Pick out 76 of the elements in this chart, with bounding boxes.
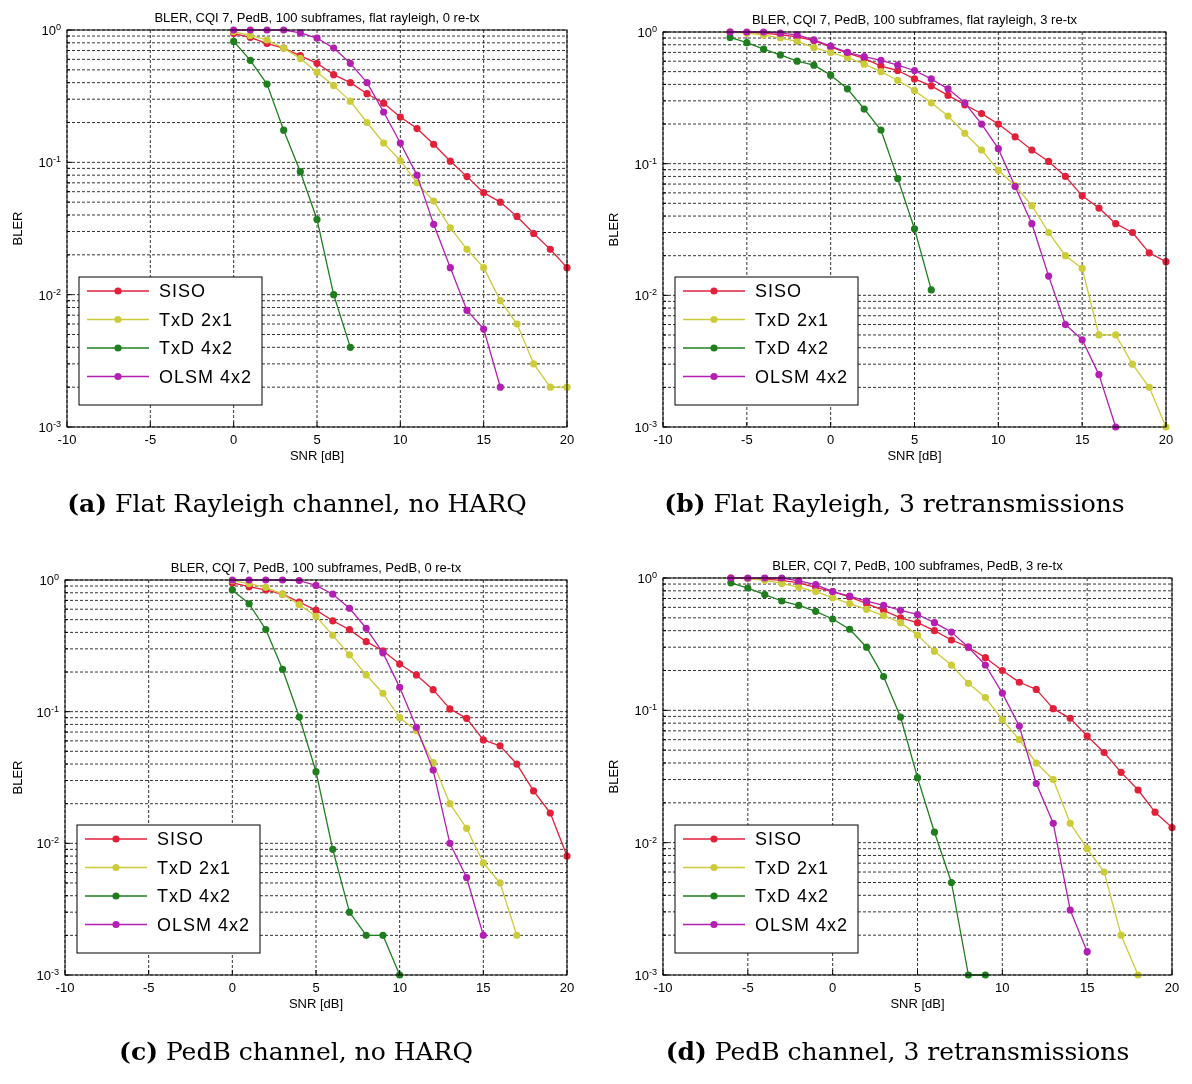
y-axis-title: BLER <box>10 760 25 795</box>
x-tick-label: -5 <box>742 980 754 995</box>
legend-label: TxD 4x2 <box>755 886 830 906</box>
x-axis-title: SNR [dB] <box>890 996 945 1011</box>
legend-label: OLSM 4x2 <box>755 366 849 387</box>
chart-title: BLER, CQI 7, PedB, 100 subframes, flat rayleigh, 3 re-tx <box>751 12 1078 27</box>
chart-title: BLER, CQI 7, PedB, 100 subframes, PedB, 0 re-tx <box>170 560 462 575</box>
x-tick-label: 0 <box>228 980 236 995</box>
y-tick-label: 10$^{-2}$ <box>634 834 657 851</box>
y-axis-title: BLER <box>606 759 621 794</box>
legend-label: OLSM 4x2 <box>159 366 253 387</box>
x-axis-title: SNR [dB] <box>288 996 344 1011</box>
x-axis-title: SNR [dB] <box>289 448 345 463</box>
y-tick-label: 10$^{-1}$ <box>634 155 657 172</box>
y-tick-label: 10$^{0}$ <box>41 22 61 38</box>
legend-label: TxD 2x1 <box>755 309 830 330</box>
x-tick-label: 15 <box>476 432 491 447</box>
x-tick-label: 5 <box>910 432 919 447</box>
x-tick-label: 5 <box>913 980 922 995</box>
chart-title: BLER, CQI 7, PedB, 100 subframes, flat rayleigh, 0 re-tx <box>154 10 481 25</box>
y-axis-title: BLER <box>10 211 25 246</box>
chart-title: BLER, CQI 7, PedB, 100 subframes, PedB, 3 re-tx <box>772 558 1064 573</box>
x-tick-label: -10 <box>653 432 673 447</box>
y-tick-label: 10$^{-2}$ <box>634 287 657 304</box>
legend-label: OLSM 4x2 <box>755 914 849 935</box>
x-tick-label: 15 <box>1074 432 1090 447</box>
x-tick-label: 0 <box>827 432 835 447</box>
x-tick-label: 20 <box>1158 432 1174 447</box>
y-tick-label: 10$^{0}$ <box>637 24 657 40</box>
x-tick-label: -5 <box>142 980 155 995</box>
x-tick-label: 5 <box>313 432 321 447</box>
y-tick-label: 10$^{-1}$ <box>634 702 657 719</box>
y-tick-label: 10$^{0}$ <box>637 570 657 586</box>
legend-label: TxD 2x1 <box>755 857 830 878</box>
y-tick-label: 10$^{-3}$ <box>38 419 61 435</box>
y-tick-label: 10$^{0}$ <box>39 572 59 588</box>
x-tick-label: 15 <box>476 980 491 995</box>
legend-label: OLSM 4x2 <box>157 914 251 935</box>
y-tick-label: 10$^{-2}$ <box>36 835 59 852</box>
y-tick-label: 10$^{-3}$ <box>36 967 59 983</box>
legend-label: SISO <box>159 281 207 301</box>
x-tick-label: -5 <box>144 432 157 447</box>
x-tick-label: 10 <box>393 432 408 447</box>
x-tick-label: 10 <box>392 980 407 995</box>
x-tick-label: -10 <box>653 980 673 995</box>
legend-label: SISO <box>755 829 803 849</box>
text: (a) Flat Rayleigh channel, no HARQ <box>67 489 527 518</box>
x-axis-title: SNR [dB] <box>887 448 942 463</box>
y-tick-label: 10$^{-1}$ <box>36 703 59 720</box>
x-tick-label: -5 <box>741 432 753 447</box>
text: (c) PedB channel, no HARQ <box>119 1037 473 1066</box>
x-tick-label: 20 <box>559 980 575 995</box>
x-tick-label: 20 <box>559 432 575 447</box>
legend-label: TxD 2x1 <box>159 309 234 330</box>
legend-label: TxD 4x2 <box>159 338 234 358</box>
x-tick-label: 0 <box>230 432 238 447</box>
x-tick-label: -10 <box>55 980 75 995</box>
legend-label: TxD 4x2 <box>157 886 232 906</box>
y-axis-title: BLER <box>606 212 621 247</box>
legend-label: SISO <box>157 829 205 849</box>
x-tick-label: 10 <box>995 980 1010 995</box>
legend-label: TxD 4x2 <box>755 338 830 358</box>
x-tick-label: 15 <box>1079 980 1095 995</box>
x-tick-label: 20 <box>1164 980 1180 995</box>
x-tick-label: -10 <box>57 432 77 447</box>
y-tick-label: 10$^{-2}$ <box>38 286 61 303</box>
x-tick-label: 0 <box>829 980 837 995</box>
y-tick-label: 10$^{-3}$ <box>634 419 657 435</box>
text: (b) Flat Rayleigh, 3 retransmissions <box>664 489 1125 518</box>
legend-label: SISO <box>755 281 803 301</box>
y-tick-label: 10$^{-3}$ <box>634 967 657 983</box>
y-tick-label: 10$^{-1}$ <box>38 154 61 171</box>
text: (d) PedB channel, 3 retransmissions <box>665 1037 1130 1066</box>
legend-label: TxD 2x1 <box>157 857 232 878</box>
x-tick-label: 5 <box>312 980 320 995</box>
x-tick-label: 10 <box>991 432 1006 447</box>
